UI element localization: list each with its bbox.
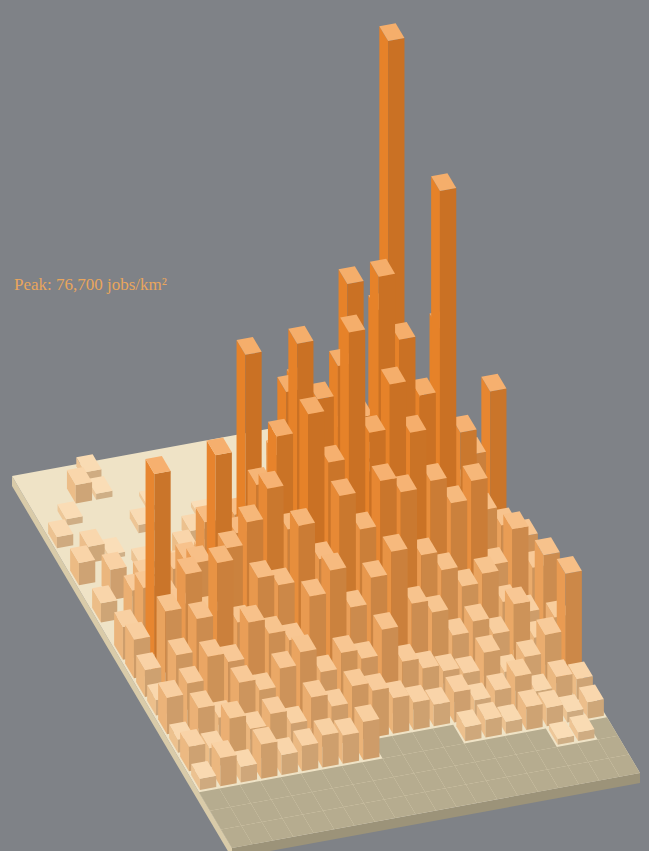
svg-text:Peak: 76,700 jobs/km²: Peak: 76,700 jobs/km² — [14, 275, 167, 294]
